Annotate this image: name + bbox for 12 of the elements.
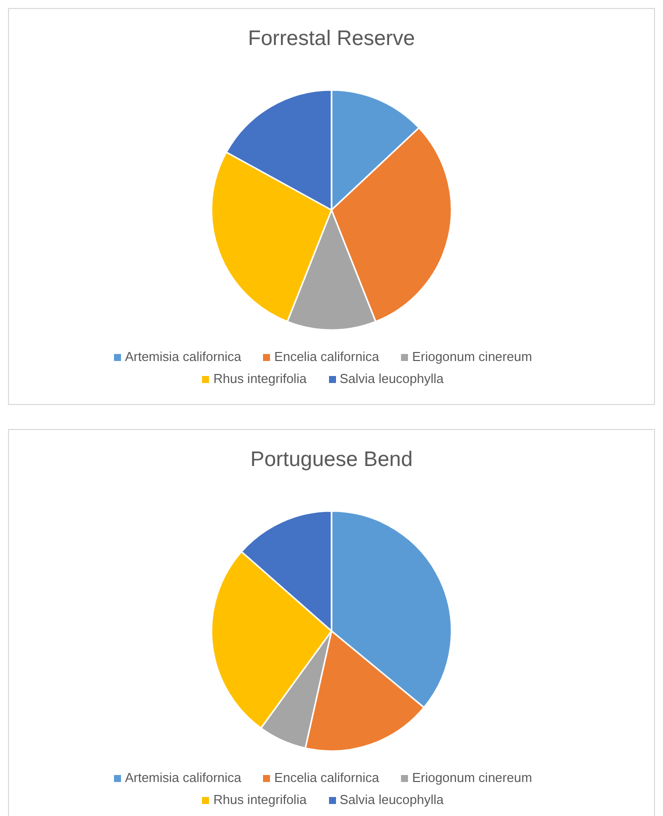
legend-label: Artemisia californica: [124, 349, 242, 364]
legend-label: Eriogonum cinereum: [412, 770, 532, 785]
legend-label: Encelia californica: [274, 770, 380, 785]
legend-label: Eriogonum cinereum: [412, 349, 532, 364]
legend-label: Encelia californica: [274, 349, 380, 364]
chart-title: Portuguese Bend: [249, 447, 414, 473]
legend-label: Artemisia californica: [124, 770, 242, 785]
legend-label: Salvia leucophylla: [340, 371, 444, 386]
legend-label: Salvia leucophylla: [340, 792, 444, 807]
legend-label: Rhus integrifolia: [213, 371, 307, 386]
chart-title: Forrestal Reserve: [247, 26, 416, 52]
legend-label: Rhus integrifolia: [213, 792, 307, 807]
